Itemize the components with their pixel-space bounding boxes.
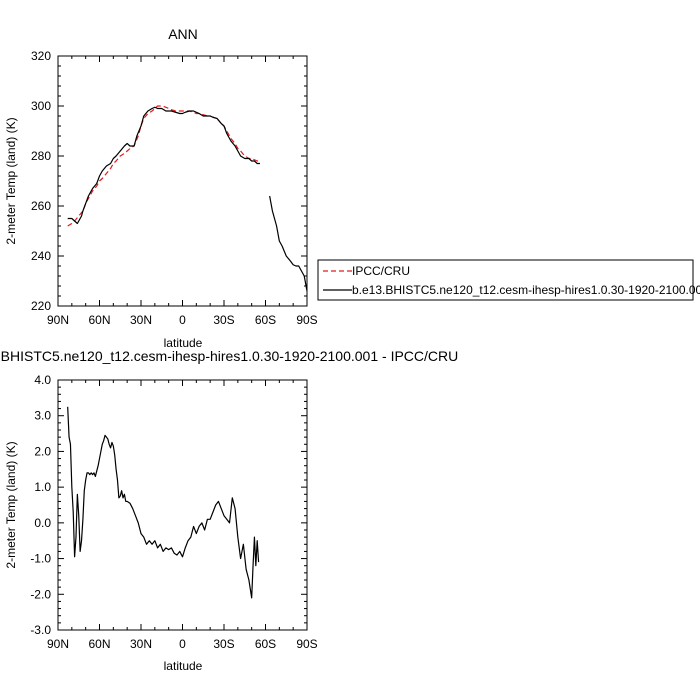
y-tick-label: 280 — [31, 149, 51, 163]
x-tick-label: 30S — [213, 637, 234, 651]
y-tick-label: -3.0 — [30, 623, 51, 637]
y-tick-label: 220 — [31, 299, 51, 313]
x-tick-label: 60S — [255, 313, 276, 327]
x-tick-label: 90N — [47, 313, 69, 327]
legend-label-ipcc: IPCC/CRU — [352, 264, 410, 278]
series-line-1-0 — [67, 406, 260, 599]
chart-top-xlabel: latitude — [164, 336, 203, 350]
chart-top: ANN 90N 60N 30N 0 30S 60S 90S 220 240 260 280 300 32… — [4, 26, 318, 350]
x-tick-label: 0 — [179, 313, 186, 327]
y-tick-label: 1.0 — [34, 480, 51, 494]
y-tick-label: 320 — [31, 49, 51, 63]
x-tick-label: 30N — [130, 637, 152, 651]
x-tick-label: 60N — [88, 313, 110, 327]
x-tick-label: 60N — [88, 637, 110, 651]
x-tick-label: 0 — [179, 637, 186, 651]
chart-bottom: b.e13.BHISTC5.ne120_t12.cesm-ihesp-hires… — [0, 348, 458, 673]
chart-bottom-xlabel: latitude — [164, 659, 203, 673]
y-tick-label: 260 — [31, 199, 51, 213]
series-line-0-0 — [67, 105, 260, 227]
chart-bottom-title: b.e13.BHISTC5.ne120_t12.cesm-ihesp-hires… — [0, 348, 458, 364]
chart-bottom-ylabel: 2-meter Temp (land) (K) — [4, 441, 18, 568]
y-tick-label: 3.0 — [34, 409, 51, 423]
y-tick-label: 240 — [31, 249, 51, 263]
chart-bottom-plot-frame — [57, 379, 308, 631]
chart-top-legend: IPCC/CRU b.e13.BHISTC5.ne120_t12.cesm-ih… — [317, 259, 700, 301]
y-tick-label: -1.0 — [30, 552, 51, 566]
x-tick-label: 90S — [296, 313, 317, 327]
x-tick-label: 60S — [255, 637, 276, 651]
legend-frame — [317, 259, 694, 301]
x-tick-label: 90S — [296, 637, 317, 651]
y-tick-label: 2.0 — [34, 444, 51, 458]
y-tick-label: 4.0 — [34, 373, 51, 387]
chart-top-title: ANN — [168, 26, 198, 42]
y-tick-label: 300 — [31, 99, 51, 113]
x-tick-label: 90N — [47, 637, 69, 651]
legend-label-model: b.e13.BHISTC5.ne120_t12.cesm-ihesp-hires… — [352, 283, 700, 297]
x-tick-label: 30N — [130, 313, 152, 327]
y-tick-label: -2.0 — [30, 587, 51, 601]
series-line-0-1 — [67, 106, 308, 292]
chart-top-ylabel: 2-meter Temp (land) (K) — [4, 117, 18, 244]
chart-top-plot-frame — [57, 55, 308, 307]
y-tick-label: 0.0 — [34, 516, 51, 530]
x-tick-label: 30S — [213, 313, 234, 327]
